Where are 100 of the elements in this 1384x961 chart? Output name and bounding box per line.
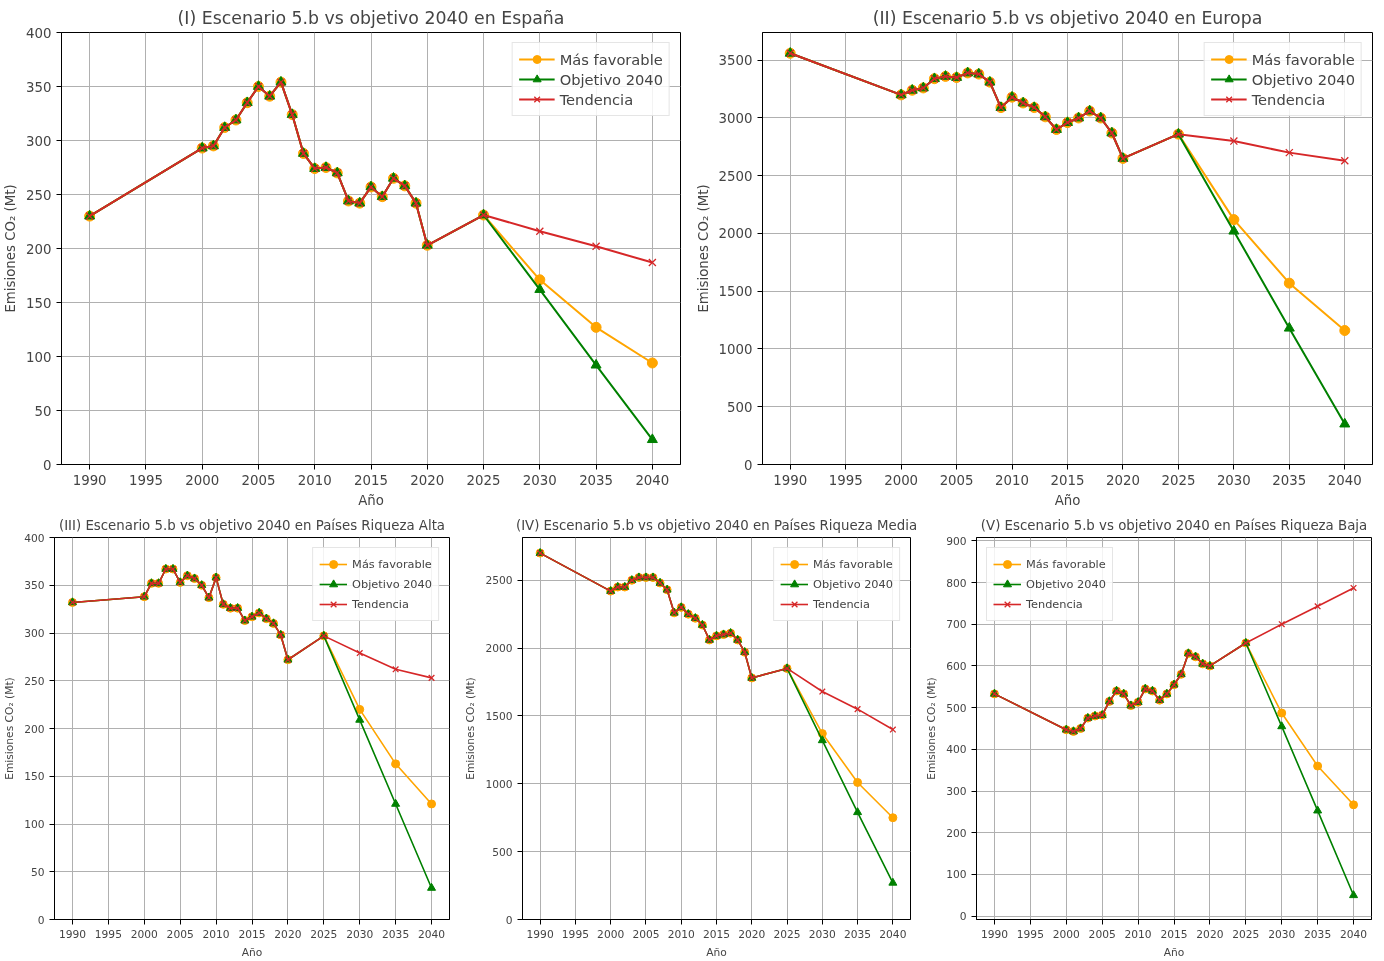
x-axis-title: Año [1163, 945, 1185, 959]
y-tick-label: 800 [946, 576, 967, 590]
y-tick-label: 0 [37, 913, 45, 927]
x-tick-label: 2005 [632, 927, 660, 941]
x-tick-label: 2035 [1272, 472, 1307, 488]
x-tick-label: 1990 [526, 927, 554, 941]
y-tick-label: 2000 [718, 226, 753, 242]
y-tick-label: 2500 [718, 168, 753, 184]
legend-label: Más favorable [352, 557, 432, 571]
y-axis-title: Emisiones CO₂ (Mt) [464, 677, 478, 780]
x-tick-label: 2040 [417, 927, 446, 941]
legend-label: Tendencia [813, 597, 870, 611]
x-tick-label: 1990 [72, 472, 107, 488]
chart-title: (II) Escenario 5.b vs objetivo 2040 en Europa [872, 7, 1263, 28]
x-tick-label: 1995 [1016, 927, 1044, 941]
y-tick-label: 3500 [718, 53, 753, 69]
y-tick-label: 2000 [485, 642, 513, 656]
x-tick-label: 2040 [879, 927, 907, 941]
y-tick-label: 500 [492, 845, 513, 859]
x-tick-label: 2025 [1232, 927, 1260, 941]
legend-label: Más favorable [1251, 50, 1355, 68]
chart-title: (I) Escenario 5.b vs objetivo 2040 en España [177, 7, 565, 28]
y-tick-label: 500 [946, 701, 967, 715]
x-tick-label: 2025 [466, 472, 501, 488]
x-tick-label: 2005 [241, 472, 276, 488]
y-tick-label: 350 [26, 79, 52, 95]
x-tick-label: 1995 [94, 927, 122, 941]
x-tick-label: 2020 [1105, 472, 1140, 488]
legend-label: Objetivo 2040 [1026, 577, 1106, 591]
x-tick-label: 1995 [128, 472, 163, 488]
y-tick-label: 150 [26, 295, 52, 311]
chart-title: (IV) Escenario 5.b vs objetivo 2040 en Países Riqueza Media [515, 517, 918, 533]
y-tick-label: 100 [26, 349, 52, 365]
y-tick-label: 250 [24, 674, 45, 688]
x-tick-label: 2015 [238, 927, 266, 941]
y-tick-label: 0 [505, 913, 513, 927]
x-tick-label: 2010 [667, 927, 696, 941]
y-tick-label: 2500 [485, 574, 513, 588]
x-tick-label: 1990 [773, 472, 808, 488]
y-tick-label: 150 [24, 770, 45, 784]
y-tick-label: 700 [946, 618, 967, 632]
y-tick-label: 600 [946, 659, 967, 673]
y-axis-title: Emisiones CO₂ (Mt) [3, 677, 17, 780]
x-tick-label: 1995 [561, 927, 589, 941]
x-tick-label: 1990 [980, 927, 1009, 941]
x-tick-label: 2015 [1160, 927, 1188, 941]
x-tick-label: 2030 [522, 472, 557, 488]
y-tick-label: 400 [26, 25, 52, 41]
y-tick-label: 200 [26, 241, 52, 257]
x-tick-label: 2020 [410, 472, 445, 488]
x-tick-label: 2030 [346, 927, 374, 941]
x-tick-label: 2035 [382, 927, 410, 941]
y-tick-label: 200 [946, 826, 967, 840]
y-tick-label: 400 [24, 531, 45, 545]
y-tick-label: 250 [26, 187, 52, 203]
x-tick-label: 2010 [995, 472, 1030, 488]
x-tick-label: 2040 [635, 472, 670, 488]
x-tick-label: 2040 [1327, 472, 1362, 488]
x-tick-label: 2000 [185, 472, 220, 488]
x-tick-label: 1990 [58, 927, 87, 941]
x-tick-label: 2005 [1088, 927, 1116, 941]
y-axis-title: Emisiones CO₂ (Mt) [695, 184, 711, 313]
y-tick-label: 1500 [485, 709, 513, 723]
legend-label: Tendencia [1026, 597, 1083, 611]
x-tick-label: 2000 [597, 927, 625, 941]
y-tick-label: 200 [24, 722, 45, 736]
y-tick-label: 50 [30, 865, 45, 879]
legend-label: Más favorable [559, 50, 663, 68]
y-tick-label: 0 [959, 910, 967, 924]
legend-label: Tendencia [559, 90, 634, 108]
x-tick-label: 2015 [1050, 472, 1085, 488]
x-axis-title: Año [241, 945, 263, 959]
y-tick-label: 50 [34, 403, 52, 419]
legend-label: Tendencia [1251, 90, 1326, 108]
y-tick-label: 1000 [718, 341, 753, 357]
x-axis-title: Año [1054, 492, 1081, 508]
legend-label: Más favorable [813, 557, 893, 571]
y-tick-label: 350 [24, 579, 45, 593]
legend-label: Objetivo 2040 [1251, 70, 1355, 88]
x-tick-label: 2010 [297, 472, 332, 488]
x-tick-label: 2035 [844, 927, 872, 941]
x-tick-label: 2025 [1161, 472, 1196, 488]
x-tick-label: 2015 [354, 472, 388, 488]
x-tick-label: 2000 [1052, 927, 1081, 941]
y-tick-label: 300 [26, 133, 52, 149]
x-tick-label: 2005 [939, 472, 974, 488]
y-tick-label: 400 [946, 743, 967, 757]
x-tick-label: 2015 [702, 927, 731, 941]
x-axis-title: Año [358, 492, 384, 508]
x-tick-label: 2005 [166, 927, 194, 941]
x-tick-label: 2020 [274, 927, 302, 941]
x-tick-label: 2030 [1268, 927, 1296, 941]
legend-label: Objetivo 2040 [813, 577, 893, 591]
x-tick-label: 2010 [202, 927, 230, 941]
legend-label: Más favorable [1026, 557, 1106, 571]
x-tick-label: 2030 [808, 927, 837, 941]
y-tick-label: 1500 [718, 284, 753, 300]
y-tick-label: 1000 [485, 777, 513, 791]
x-tick-label: 2035 [1304, 927, 1332, 941]
y-tick-label: 0 [43, 457, 52, 473]
